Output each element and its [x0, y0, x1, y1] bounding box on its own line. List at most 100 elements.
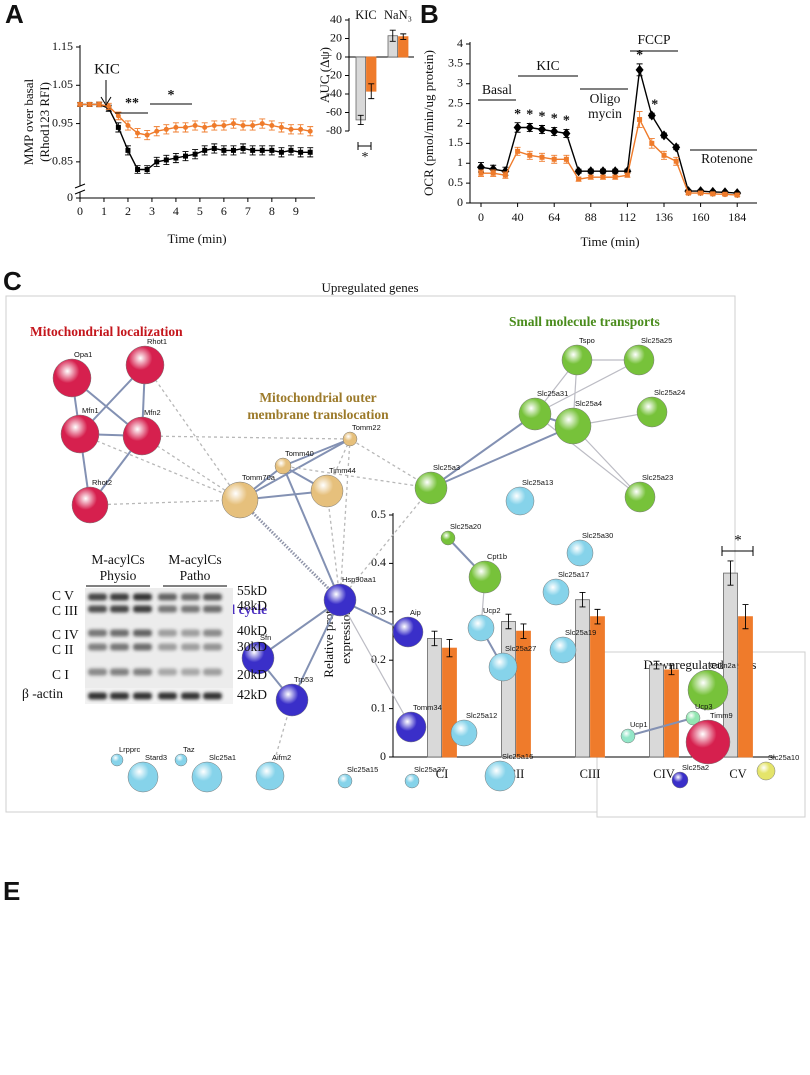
- point: [202, 124, 208, 130]
- blot-band: [110, 643, 129, 651]
- y-tick-label: 1.5: [448, 135, 463, 149]
- network-edge: [430, 413, 536, 489]
- error-bar: [389, 29, 396, 42]
- gene-label: Slc25a3: [433, 463, 460, 472]
- blot-background: [85, 588, 233, 692]
- blot-band: [203, 668, 222, 676]
- gene-label: Mfn2: [144, 408, 161, 417]
- point: [183, 124, 189, 130]
- band-label: C V: [52, 588, 74, 603]
- x-tick-label: 4: [173, 204, 179, 218]
- point: [698, 190, 704, 196]
- panel-letter: C: [3, 266, 22, 296]
- point: [307, 149, 313, 155]
- network-edge: [349, 438, 432, 489]
- error-bar: [668, 664, 675, 676]
- group-label: Mitochondrial localization: [30, 324, 183, 339]
- point: [586, 166, 595, 177]
- network-edge: [339, 487, 432, 601]
- band-size: 20kD: [237, 667, 267, 682]
- annotation: Oligo: [590, 91, 621, 106]
- gene-node: [756, 761, 776, 781]
- y-tick-label: 20: [330, 30, 342, 44]
- point: [183, 153, 189, 159]
- gene-node: [450, 719, 478, 747]
- y-axis-label: AUC (Δψ): [317, 47, 332, 103]
- panel-letter: E: [3, 876, 20, 906]
- blot-band: [203, 692, 222, 700]
- blot-band: [203, 643, 222, 651]
- network-edge: [141, 435, 241, 501]
- x-tick-label: CIII: [580, 767, 601, 781]
- gene-label: Slc25a10: [768, 753, 799, 762]
- y-tick-label: 0.4: [371, 555, 386, 569]
- x-tick-label: 112: [619, 210, 637, 224]
- gene-label: Slc25a25: [641, 336, 672, 345]
- annotation: FCCP: [637, 32, 670, 47]
- gene-label: Slc25a37: [414, 765, 445, 774]
- band-label: C II: [52, 642, 74, 657]
- blot-band: [133, 629, 152, 637]
- blot-band: [203, 593, 222, 601]
- gene-node: [392, 616, 424, 648]
- gene-node: [110, 753, 124, 767]
- series-line: [480, 69, 738, 194]
- x-tick-label: 184: [728, 210, 746, 224]
- gene-label: Taz: [183, 745, 195, 754]
- x-tick-label: 40: [512, 210, 524, 224]
- y-tick-label: 0.3: [371, 604, 386, 618]
- bar: [575, 599, 590, 758]
- x-tick-label: CIV: [653, 767, 675, 781]
- blot-band: [181, 692, 200, 700]
- blot-band: [133, 643, 152, 651]
- group-header: Patho: [180, 568, 211, 583]
- significance-star: *: [651, 97, 658, 112]
- annotation: *: [168, 88, 175, 103]
- axis-break: [74, 189, 86, 195]
- y-tick-label: -40: [326, 86, 342, 100]
- gene-label: Trp53: [294, 675, 313, 684]
- gene-label: Slc25a19: [565, 628, 596, 637]
- network-edge: [627, 717, 694, 737]
- group-label: membrane translocation: [247, 407, 389, 422]
- point: [154, 128, 160, 134]
- arrow-head: [100, 96, 112, 106]
- gene-label: Rhot2: [92, 478, 112, 487]
- point: [599, 166, 607, 177]
- gene-label: Slc25a24: [654, 388, 685, 397]
- gene-label: Slc25a16: [502, 752, 533, 761]
- error-bar: [446, 638, 453, 658]
- point: [611, 166, 620, 177]
- gene-label: Timm9: [710, 711, 733, 720]
- bar: [427, 638, 442, 758]
- y-tick-label: 0: [67, 190, 73, 204]
- network-edge: [282, 438, 351, 467]
- blot-band: [133, 668, 152, 676]
- x-tick-label: 8: [269, 204, 275, 218]
- group-header: M-acylCs: [168, 552, 221, 567]
- point: [230, 121, 236, 127]
- network-edge: [238, 498, 342, 602]
- gene-node: [467, 614, 495, 642]
- gene-node: [255, 761, 285, 791]
- point: [259, 147, 265, 153]
- band-label: β -actin: [22, 686, 63, 701]
- y-tick-label: -80: [326, 123, 342, 137]
- gene-node: [685, 710, 701, 726]
- blot-band: [158, 668, 177, 676]
- group-label: Mitochondrial outer: [259, 390, 376, 405]
- point: [192, 122, 198, 128]
- point: [278, 124, 284, 130]
- band-size: 55kD: [237, 583, 267, 598]
- point: [250, 147, 256, 153]
- point: [624, 172, 630, 178]
- gene-label: Slc25a23: [642, 473, 673, 482]
- x-tick-label: 0: [478, 210, 484, 224]
- y-tick-label: 1.05: [52, 77, 73, 91]
- point: [502, 172, 508, 178]
- error-bar: [727, 560, 734, 586]
- point: [230, 147, 236, 153]
- y-tick-label: 3.5: [448, 56, 463, 70]
- gene-node: [337, 773, 353, 789]
